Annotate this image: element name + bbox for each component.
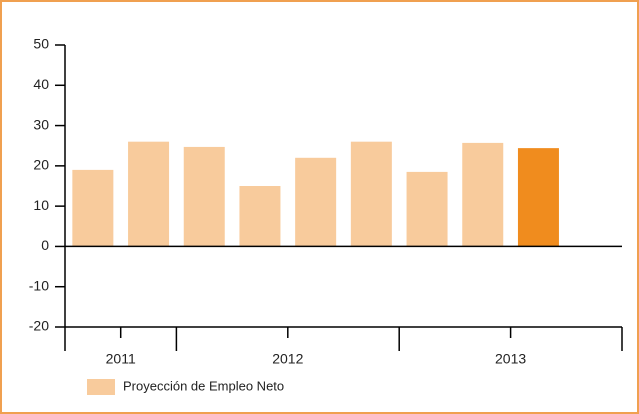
bar: [462, 142, 504, 247]
y-tick-label: -20: [29, 318, 49, 334]
y-tick-label: 40: [33, 76, 49, 92]
y-tick-label: 0: [41, 237, 49, 253]
bar: [406, 171, 448, 247]
bar: [239, 186, 281, 247]
bar: [517, 148, 559, 247]
bar: [295, 157, 337, 247]
y-tick-label: -10: [29, 277, 49, 293]
legend-label: Proyección de Empleo Neto: [123, 378, 284, 393]
bar: [72, 169, 114, 247]
y-tick-label: 50: [33, 36, 49, 52]
y-tick-label: 30: [33, 116, 49, 132]
legend-swatch: [87, 379, 115, 395]
x-group-label: 2011: [106, 351, 136, 367]
y-tick-label: 10: [33, 197, 49, 213]
bar: [128, 141, 170, 247]
bar: [350, 141, 392, 247]
x-group-label: 2012: [272, 351, 303, 367]
bar: [183, 146, 225, 247]
y-tick-label: 20: [33, 157, 49, 173]
x-group-label: 2013: [495, 351, 526, 367]
